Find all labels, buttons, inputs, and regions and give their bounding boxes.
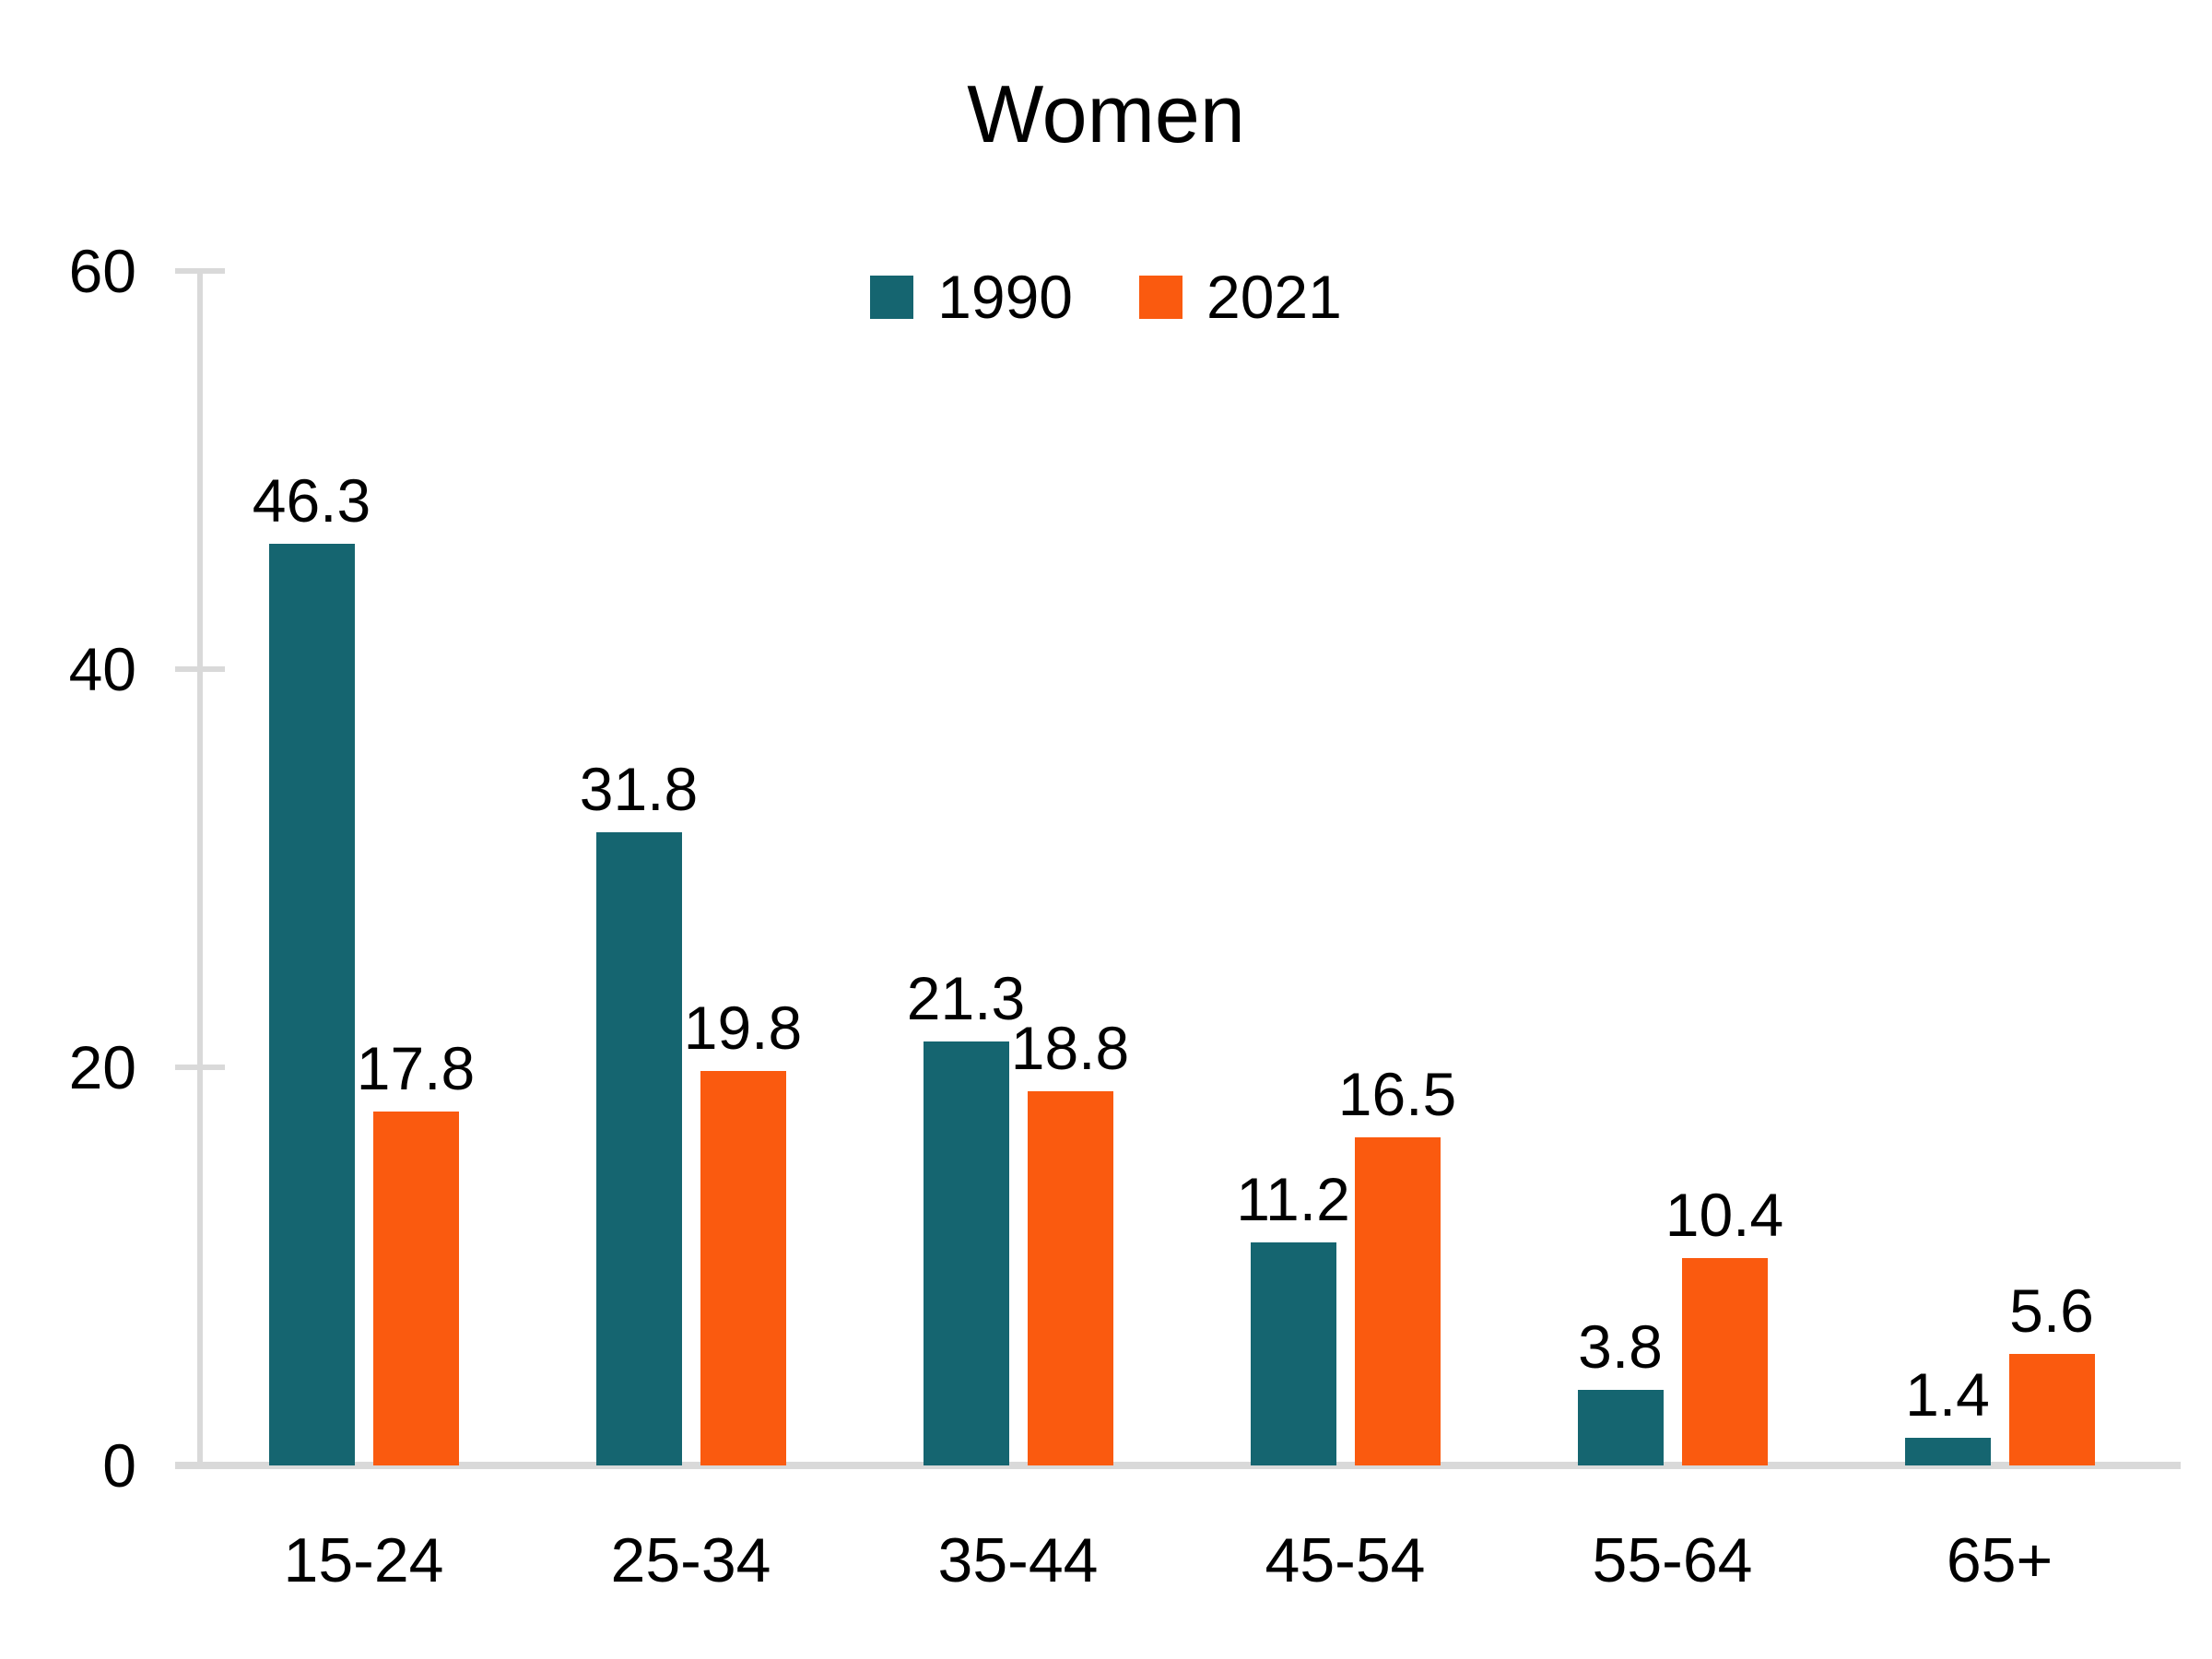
legend-swatch-1990 (870, 275, 914, 319)
x-axis-label-25-34: 25-34 (610, 1525, 771, 1595)
bar-2021-65+ (2008, 1354, 2095, 1465)
bar-value-label-2021-45-54: 16.5 (1337, 1059, 1457, 1128)
bar-1990-45-54 (1250, 1242, 1336, 1465)
x-axis-line (175, 1462, 2181, 1469)
y-axis-line (197, 268, 203, 1465)
y-axis-tick-40 (175, 666, 225, 672)
bar-1990-25-34 (595, 832, 682, 1465)
bar-1990-55-64 (1577, 1389, 1664, 1465)
bar-1990-15-24 (268, 543, 355, 1465)
y-axis-label-60: 60 (68, 237, 136, 305)
plot-area: 46.3 17.8 31.8 19.8 21.3 18.8 11.2 16.5 3.8 10.4 1… (200, 271, 2163, 1465)
bar-1990-35-44 (923, 1041, 1009, 1465)
bar-value-label-1990-55-64: 3.8 (1578, 1312, 1663, 1381)
bar-2021-35-44 (1027, 1090, 1113, 1465)
bar-value-label-1990-15-24: 46.3 (252, 465, 371, 535)
bar-value-label-1990-45-54: 11.2 (1236, 1165, 1350, 1234)
y-axis-label-0: 0 (102, 1431, 136, 1500)
y-axis-tick-20 (175, 1065, 225, 1070)
bar-value-label-1990-35-44: 21.3 (906, 963, 1026, 1032)
y-axis-label-40: 40 (68, 635, 136, 703)
legend-item-1990: 1990 (870, 266, 1073, 327)
bar-2021-45-54 (1354, 1136, 1441, 1465)
y-axis-label-20: 20 (68, 1033, 136, 1101)
x-axis-label-55-64: 55-64 (1592, 1525, 1753, 1595)
legend-swatch-2021 (1139, 275, 1182, 319)
legend-label: 2021 (1206, 263, 1342, 331)
x-axis-label-65+: 65+ (1946, 1525, 2053, 1595)
chart-title: Women (967, 68, 1245, 159)
x-axis-label-35-44: 35-44 (937, 1525, 1099, 1595)
bar-1990-65+ (1904, 1437, 1991, 1465)
bar-2021-15-24 (372, 1111, 459, 1465)
bar-2021-55-64 (1681, 1258, 1768, 1465)
bar-2021-25-34 (700, 1071, 786, 1465)
bar-value-label-2021-15-24: 17.8 (356, 1033, 476, 1102)
bar-value-label-1990-25-34: 31.8 (579, 755, 699, 824)
bar-value-label-2021-25-34: 19.8 (683, 994, 803, 1063)
bar-value-label-2021-65+: 5.6 (2009, 1277, 2094, 1346)
bar-value-label-1990-65+: 1.4 (1905, 1359, 1990, 1429)
bar-value-label-2021-35-44: 18.8 (1010, 1013, 1130, 1082)
y-axis-tick-60 (175, 268, 225, 274)
x-axis-label-45-54: 45-54 (1265, 1525, 1426, 1595)
bar-value-label-2021-55-64: 10.4 (1665, 1181, 1784, 1250)
legend-item-2021: 2021 (1139, 266, 1342, 327)
x-axis-label-15-24: 15-24 (283, 1525, 444, 1595)
legend-label: 1990 (937, 263, 1073, 331)
chart-legend: 1990 2021 (0, 261, 2212, 333)
